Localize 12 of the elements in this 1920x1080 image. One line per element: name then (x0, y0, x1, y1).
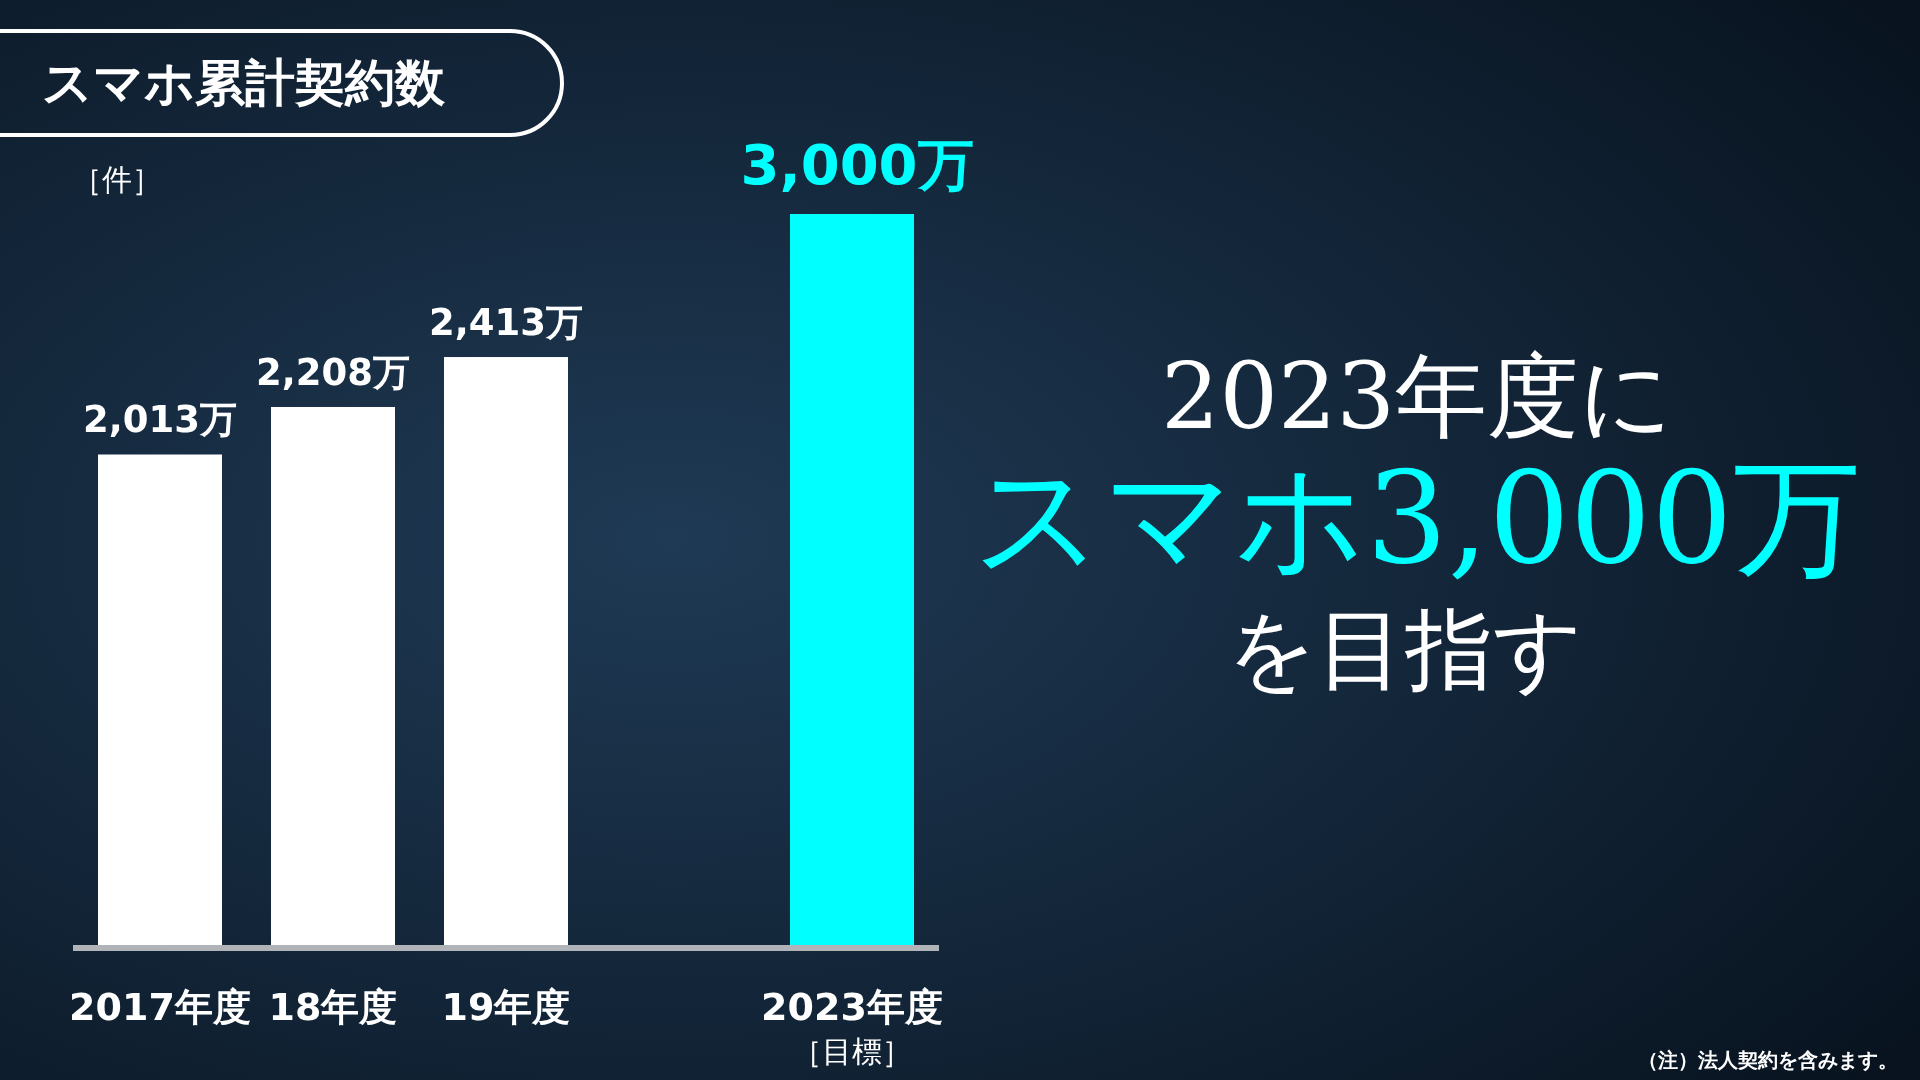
x-tick-label: 19年度 (441, 985, 571, 1029)
data-label: 2,013万 (82, 398, 238, 442)
data-label: 2,413万 (428, 301, 584, 345)
text: （注）法人契約を含みます。 (1638, 1048, 1898, 1072)
data-label: 3,000万 (740, 132, 974, 197)
x-tick-label: 2023年度［目標］ (761, 985, 943, 1069)
data-label: 2,208万 (255, 350, 411, 394)
x-tick-label: 2017年度 (69, 985, 251, 1029)
chart-title: スマホ累計契約数 (42, 54, 446, 112)
y-axis-title: ［件］ (72, 162, 162, 197)
x-tick-label: 18年度 (268, 985, 398, 1029)
text: を目指す (1227, 598, 1583, 701)
